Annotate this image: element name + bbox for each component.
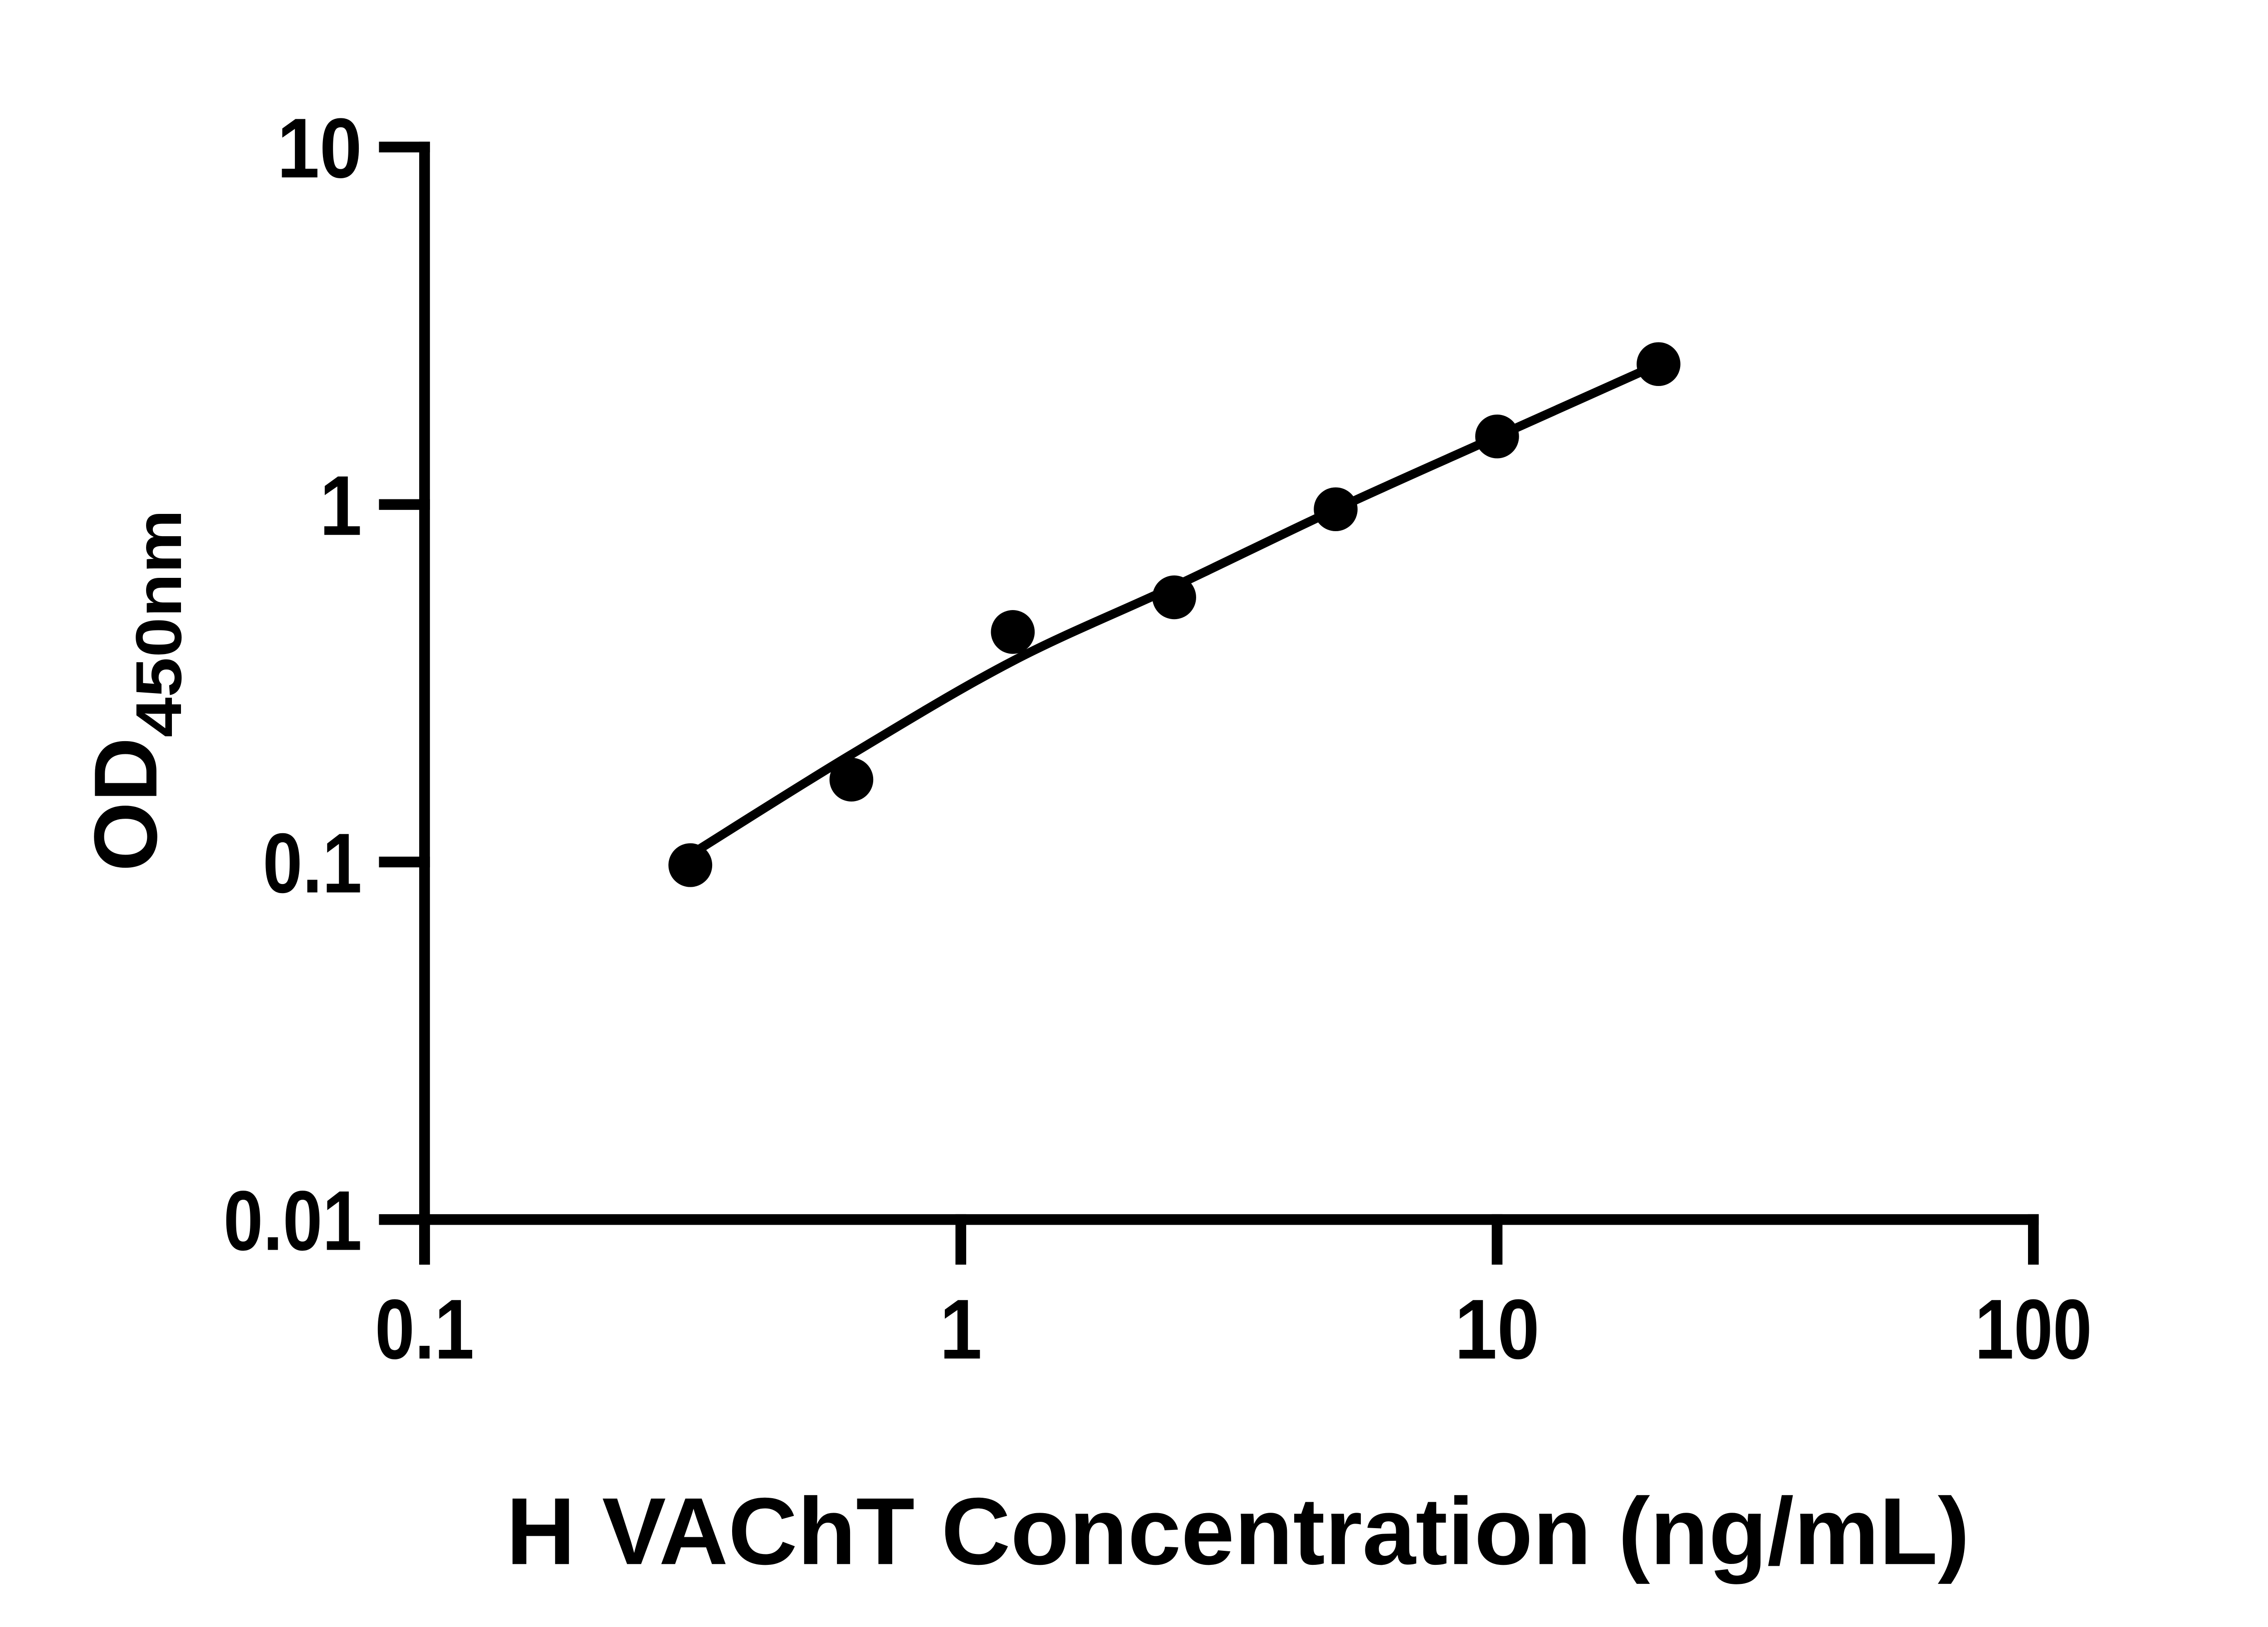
y-tick-label-1: 1 <box>319 458 362 553</box>
data-point <box>991 610 1035 654</box>
y-axis-title: OD450nm <box>76 509 195 871</box>
x-tick-label-10: 10 <box>1455 1282 1540 1377</box>
data-points <box>668 342 1681 887</box>
y-axis-ticks: 0.01 0.1 1 10 <box>224 101 430 1268</box>
data-point <box>1152 575 1196 620</box>
data-point <box>1637 342 1681 386</box>
y-axis-title-subscript: 450nm <box>123 509 195 737</box>
x-axis-title: H VAChT Concentration (ng/mL) <box>506 1478 1970 1584</box>
data-point <box>829 757 874 802</box>
x-axis-ticks: 0.1 1 10 100 <box>375 1214 2092 1377</box>
data-point <box>668 843 713 887</box>
y-tick-label-0.01: 0.01 <box>224 1173 362 1268</box>
x-tick-label-100: 100 <box>1975 1282 2092 1377</box>
x-tick-label-1: 1 <box>939 1282 982 1377</box>
y-tick-label-10: 10 <box>277 101 362 195</box>
data-point <box>1475 414 1519 459</box>
y-tick-label-0.1: 0.1 <box>263 816 362 910</box>
x-tick-label-0.1: 0.1 <box>375 1282 474 1377</box>
axes <box>419 142 2039 1265</box>
data-point <box>1314 487 1358 532</box>
y-axis-title-main: OD <box>76 738 176 872</box>
